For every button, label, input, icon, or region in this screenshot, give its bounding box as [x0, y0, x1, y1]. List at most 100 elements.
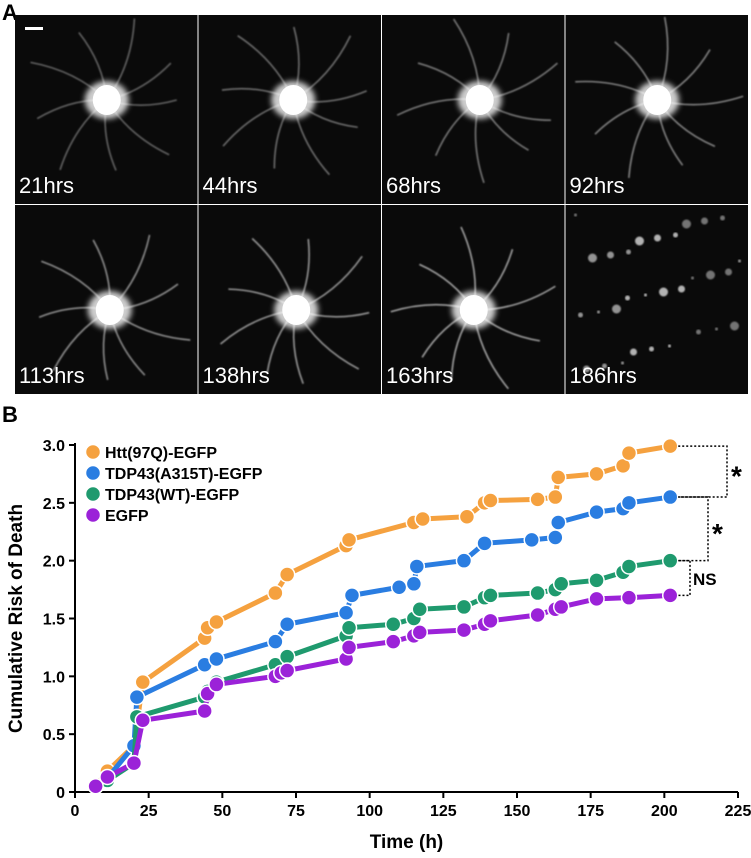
data-point — [337, 604, 355, 621]
series — [87, 437, 679, 795]
data-point — [99, 768, 116, 786]
time-label: 21hrs — [19, 173, 74, 198]
legend-label: TDP43(WT)-EGFP — [105, 487, 240, 504]
data-point — [278, 616, 296, 633]
debris — [691, 276, 694, 280]
x-tick-label: 125 — [430, 803, 457, 820]
microscopy-image: 68hrs — [382, 15, 565, 204]
data-point — [208, 613, 225, 631]
legend-label: EGFP — [105, 508, 149, 525]
x-tick-label: 175 — [577, 803, 604, 820]
data-point — [529, 491, 546, 508]
data-point — [661, 552, 679, 569]
debris — [738, 259, 741, 263]
data-point — [278, 648, 296, 665]
data-point — [278, 566, 296, 583]
data-point — [384, 616, 402, 633]
panel-label: A — [2, 0, 18, 25]
data-point — [128, 688, 146, 706]
data-point — [340, 619, 358, 637]
soma — [92, 85, 121, 115]
data-point — [620, 558, 638, 575]
legend-label: TDP43(A315T)-EGFP — [105, 466, 263, 483]
debris — [630, 348, 637, 356]
significance-label: * — [731, 461, 742, 492]
significance-bracket — [678, 496, 709, 562]
data-point — [267, 633, 284, 650]
significance-label: NS — [693, 570, 717, 589]
data-point — [550, 469, 567, 486]
debris — [659, 287, 668, 297]
debris — [668, 344, 671, 348]
data-point — [550, 514, 567, 531]
debris — [682, 219, 691, 229]
x-tick-label: 150 — [504, 803, 531, 820]
data-point — [278, 662, 296, 679]
data-point — [661, 587, 679, 604]
data-point — [340, 639, 358, 656]
data-point — [390, 579, 408, 596]
debris — [635, 236, 644, 246]
microscopy-image: 138hrs — [198, 205, 381, 394]
y-tick-label: 0.5 — [43, 727, 65, 744]
debris — [597, 310, 600, 314]
debris — [706, 270, 715, 280]
debris — [730, 321, 739, 331]
data-point — [125, 754, 143, 772]
x-tick-label: 200 — [651, 803, 678, 820]
legend-label: Htt(97Q)-EGFP — [105, 445, 217, 462]
soma — [95, 295, 124, 325]
time-label: 138hrs — [203, 363, 270, 388]
data-point — [455, 621, 473, 639]
microscopy-image: 163hrs — [382, 205, 565, 394]
data-point — [547, 529, 564, 546]
data-point — [552, 598, 570, 616]
data-point — [476, 535, 493, 552]
debris — [644, 293, 647, 297]
debris — [625, 295, 630, 301]
data-point — [340, 531, 358, 549]
data-point — [196, 702, 213, 720]
data-point — [482, 587, 499, 604]
debris — [607, 251, 614, 259]
data-point — [411, 600, 429, 618]
time-label: 68hrs — [386, 173, 441, 198]
y-tick-label: 1.0 — [43, 669, 65, 686]
microscopy-image: 113hrs — [15, 205, 198, 394]
debris — [715, 327, 718, 331]
microscopy-image: 44hrs — [198, 15, 381, 204]
data-point — [405, 575, 423, 593]
time-label: 44hrs — [203, 173, 258, 198]
soma — [459, 295, 488, 325]
data-point — [588, 572, 605, 589]
y-tick-label: 3.0 — [43, 438, 65, 455]
data-point — [482, 612, 499, 630]
y-axis-title: Cumulative Risk of Death — [6, 504, 27, 733]
data-point — [661, 488, 679, 506]
panel-label: B — [2, 402, 18, 427]
debris — [649, 346, 654, 352]
data-point — [384, 633, 402, 650]
x-tick-label: 225 — [725, 803, 751, 820]
data-point — [411, 624, 429, 641]
x-tick-label: 50 — [213, 803, 231, 820]
significance-label: * — [712, 518, 723, 549]
debris — [720, 215, 725, 221]
y-tick-label: 0 — [56, 785, 65, 802]
data-point — [620, 589, 638, 606]
debris — [612, 304, 621, 314]
debris — [696, 329, 701, 335]
data-point — [134, 712, 152, 729]
data-point — [547, 488, 564, 506]
debris — [673, 232, 678, 238]
data-point — [552, 575, 570, 593]
data-point — [408, 558, 426, 575]
debris — [574, 213, 577, 217]
debris — [602, 363, 607, 369]
time-label: 163hrs — [386, 363, 453, 388]
legend-marker — [84, 485, 102, 503]
x-tick-label: 100 — [356, 803, 383, 820]
data-point — [455, 598, 473, 616]
debris — [654, 234, 661, 242]
y-tick-label: 1.5 — [43, 612, 65, 629]
